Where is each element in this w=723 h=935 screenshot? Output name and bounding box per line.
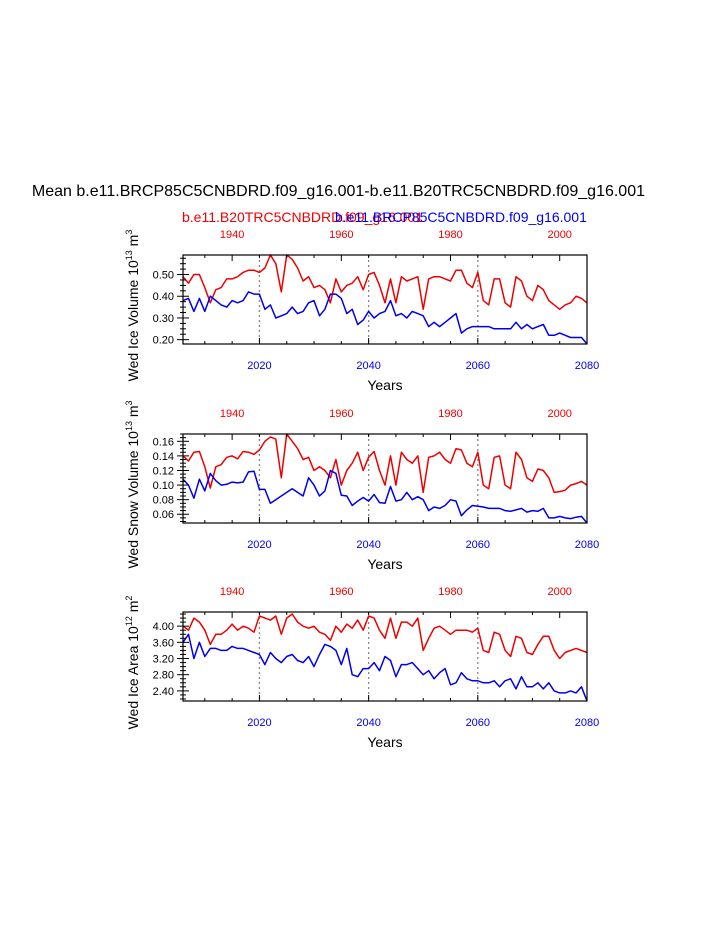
- bottom-axis-tick-label: 2080: [575, 539, 599, 551]
- blue-series-line: [182, 291, 588, 345]
- top-axis-tick-label: 1940: [220, 586, 244, 598]
- left-axis-tick-label: 0.08: [153, 495, 174, 507]
- y-axis-label: Wed Ice Volume 1013 m3: [124, 230, 141, 382]
- top-axis-tick-label: 1980: [438, 408, 462, 420]
- plot-frame: [182, 254, 588, 345]
- bottom-axis-tick-label: 2060: [466, 717, 490, 729]
- y-axis-label: Wed Ice Area 1012 m2: [124, 596, 141, 730]
- x-axis-label: Years: [367, 556, 402, 572]
- left-axis-tick-label: 0.10: [153, 480, 174, 492]
- bottom-axis-tick-label: 2040: [356, 360, 380, 372]
- left-axis-tick-label: 2.40: [153, 686, 174, 698]
- left-axis-tick-label: 2.80: [153, 670, 174, 682]
- top-axis-tick-label: 1980: [438, 229, 462, 241]
- left-axis-tick-label: 0.14: [153, 451, 174, 463]
- red-series-line: [182, 433, 588, 494]
- top-axis-tick-label: 2000: [547, 586, 571, 598]
- top-axis-tick-label: 1960: [329, 408, 353, 420]
- bottom-axis-tick-label: 2040: [356, 717, 380, 729]
- left-axis-tick-label: 0.16: [153, 436, 174, 448]
- red-series-line: [182, 613, 588, 660]
- left-axis-tick-label: 0.40: [153, 291, 174, 303]
- chart-panel-1: 2020 2040 2060 2080 1940 1960 1980 2000 0.20 0.30…: [124, 229, 599, 393]
- x-axis-label: Years: [367, 377, 402, 393]
- top-axis-tick-label: 1960: [329, 586, 353, 598]
- top-axis-tick-label: 2000: [547, 408, 571, 420]
- red-series-line: [182, 254, 588, 311]
- left-axis-tick-label: 0.30: [153, 313, 174, 325]
- bottom-axis-tick-label: 2060: [466, 539, 490, 551]
- x-axis-label: Years: [367, 734, 402, 750]
- bottom-axis-tick-label: 2080: [575, 360, 599, 372]
- bottom-axis-tick-label: 2080: [575, 717, 599, 729]
- top-axis-tick-label: 2000: [547, 229, 571, 241]
- plot-frame: [182, 611, 588, 702]
- bottom-axis-tick-label: 2020: [247, 539, 271, 551]
- figure-title: Mean b.e11.BRCP85C5CNBDRD.f09_g16.001-b.…: [31, 183, 645, 200]
- legend-red-label: b.e11.B20TRC5CNBDRD.f09_g16.001: [182, 209, 423, 225]
- blue-series-line: [182, 469, 588, 524]
- bottom-axis-tick-label: 2020: [247, 360, 271, 372]
- y-axis-label: Wed Snow Volume 1013 m3: [124, 400, 141, 568]
- left-axis-tick-label: 3.20: [153, 654, 174, 666]
- left-axis-tick-label: 0.20: [153, 335, 174, 347]
- bottom-axis-tick-label: 2020: [247, 717, 271, 729]
- top-axis-tick-label: 1960: [329, 229, 353, 241]
- bottom-axis-tick-label: 2060: [466, 360, 490, 372]
- blue-series-line: [182, 633, 588, 702]
- left-axis-tick-label: 0.06: [153, 509, 174, 521]
- bottom-axis-tick-label: 2040: [356, 539, 380, 551]
- left-axis-tick-label: 4.00: [153, 621, 174, 633]
- top-axis-tick-label: 1940: [220, 408, 244, 420]
- left-axis-tick-label: 3.60: [153, 637, 174, 649]
- top-axis-tick-label: 1940: [220, 229, 244, 241]
- plot-frame: [182, 433, 588, 524]
- chart-panel-3: 2020 2040 2060 2080 1940 1960 1980 2000 2.40 2.80…: [124, 586, 599, 750]
- left-axis-tick-label: 0.50: [153, 270, 174, 282]
- left-axis-tick-label: 0.12: [153, 465, 174, 477]
- top-axis-tick-label: 1980: [438, 586, 462, 598]
- chart-panel-2: 2020 2040 2060 2080 1940 1960 1980 2000 0.06 0.08…: [124, 400, 599, 572]
- legend-blue-label: b.e11.BRCP85C5CNBDRD.f09_g16.001: [335, 209, 587, 225]
